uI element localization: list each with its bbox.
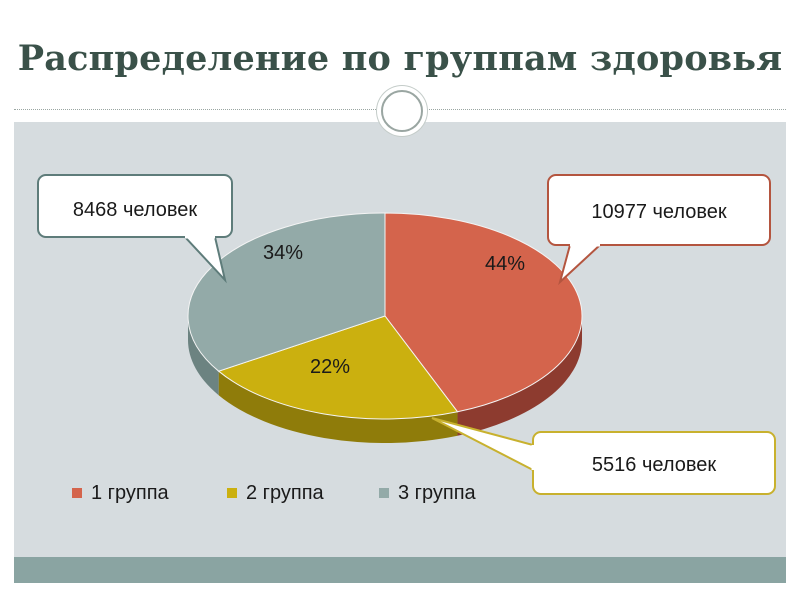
legend-label-2: 2 группа [246, 482, 325, 504]
pie-slice-2 [217, 315, 459, 420]
bottom-band [14, 557, 786, 583]
percent-label-3: 34% [263, 242, 303, 264]
slide-title: Распределение по группам здоровья [17, 38, 783, 79]
callout-text: 5516 человек [592, 454, 716, 476]
pie-side-2 [218, 371, 458, 444]
callout-2: 5516 человек [431, 417, 776, 495]
legend-label-1: 1 группа [91, 482, 170, 504]
legend-swatch-2 [227, 488, 237, 498]
percent-label-1: 44% [485, 253, 525, 275]
pie-side-1 [457, 316, 582, 436]
pie-sides [188, 316, 582, 444]
legend-label-3: 3 группа [398, 482, 477, 504]
callout-1: 10977 человек [547, 174, 771, 286]
pie-top [187, 212, 583, 420]
pie-side-3 [188, 316, 219, 396]
legend-swatch-1 [72, 488, 82, 498]
callout-box [547, 174, 771, 246]
callout-3: 8468 человек [37, 174, 233, 284]
decorative-circle-icon [381, 90, 423, 132]
callout-pointer [558, 244, 603, 286]
callout-text: 8468 человек [73, 199, 197, 221]
callout-text: 10977 человек [591, 201, 727, 223]
legend-swatch-3 [379, 488, 389, 498]
legend: 1 группа 2 группа 3 группа [72, 482, 477, 504]
percent-label-2: 22% [310, 356, 350, 378]
pie-slice-1 [384, 212, 583, 413]
callout-box [37, 174, 233, 238]
